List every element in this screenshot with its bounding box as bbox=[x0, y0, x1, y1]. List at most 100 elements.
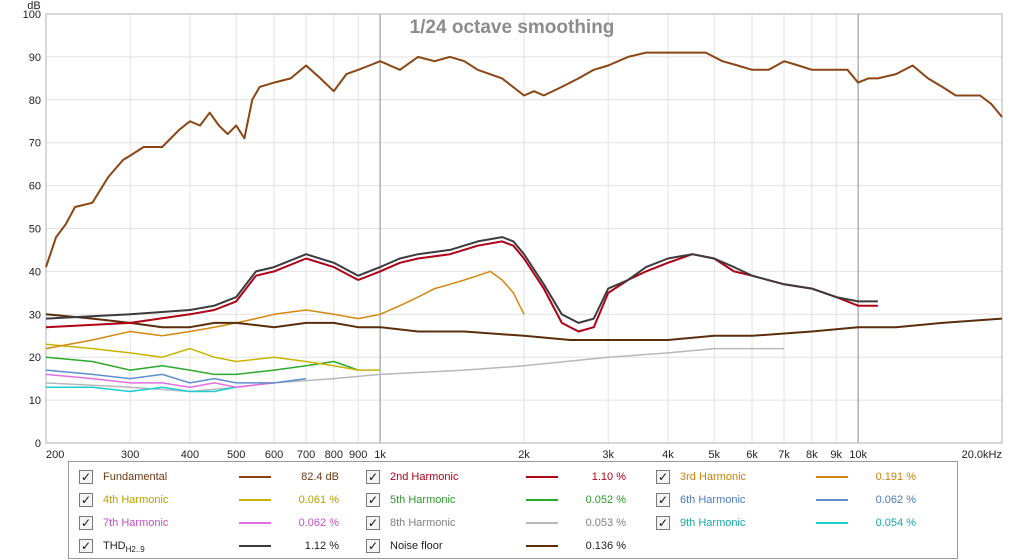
legend-value: 0.136 % bbox=[585, 540, 626, 552]
legend-checkbox-2nd-harmonic[interactable] bbox=[366, 468, 380, 486]
tick-labels: 0 10 20 30 40 50 60 70 80 90 100 200 300 400 500 600 700… bbox=[23, 9, 1002, 460]
legend-item-3rd-harmonic: 3rd Harmonic 0.191 % bbox=[656, 468, 936, 486]
x-tick-label: 9k bbox=[830, 449, 842, 460]
y-tick-label: 80 bbox=[29, 95, 41, 107]
x-tick-label: 6k bbox=[746, 449, 758, 460]
legend-swatch bbox=[239, 476, 271, 478]
x-tick-label: 900 bbox=[349, 449, 367, 460]
legend-item-6th-harmonic: 6th Harmonic 0.062 % bbox=[656, 491, 936, 509]
series-8th-harmonic-line bbox=[45, 347, 785, 393]
y-tick-label: 40 bbox=[29, 266, 41, 278]
legend-checkbox-8th-harmonic[interactable] bbox=[366, 514, 380, 532]
legend-checkbox-3rd-harmonic[interactable] bbox=[656, 468, 670, 486]
series-3rd-harmonic-line bbox=[45, 270, 525, 350]
legend-label: 4th Harmonic bbox=[103, 494, 169, 506]
legend-swatch bbox=[526, 545, 558, 547]
legend-checkbox-6th-harmonic[interactable] bbox=[656, 491, 670, 509]
x-tick-label: 300 bbox=[121, 449, 139, 460]
x-tick-label: 8k bbox=[806, 449, 818, 460]
y-axis-label: dB bbox=[27, 0, 40, 12]
x-tick-label: 200 bbox=[46, 449, 64, 460]
legend-item-7th-harmonic: 7th Harmonic 0.062 % bbox=[79, 514, 359, 532]
y-tick-label: 50 bbox=[29, 224, 41, 236]
legend-value: 0.062 % bbox=[875, 494, 916, 506]
legend-swatch bbox=[239, 499, 271, 501]
legend-value: 1.12 % bbox=[304, 540, 339, 552]
x-tick-label: 500 bbox=[227, 449, 245, 460]
legend-label: 8th Harmonic bbox=[390, 517, 456, 529]
y-tick-label: 90 bbox=[29, 52, 41, 64]
legend-swatch bbox=[526, 522, 558, 524]
series-5th-harmonic-line bbox=[45, 356, 359, 376]
legend-swatch bbox=[239, 522, 271, 524]
legend-label: 3rd Harmonic bbox=[680, 471, 747, 483]
legend-checkbox-9th-harmonic[interactable] bbox=[656, 514, 670, 532]
series-4th-harmonic-line bbox=[45, 343, 381, 371]
legend-value: 0.061 % bbox=[298, 494, 339, 506]
x-tick-label: 700 bbox=[297, 449, 315, 460]
legend: Fundamental 82.4 dB 2nd Harmonic 1.10 % 3rd … bbox=[68, 461, 958, 559]
y-tick-label: 70 bbox=[29, 138, 41, 150]
legend-label: THDH2..9 bbox=[103, 540, 145, 554]
legend-checkbox-4th-harmonic[interactable] bbox=[79, 491, 93, 509]
legend-swatch bbox=[816, 499, 848, 501]
x-tick-label: 800 bbox=[325, 449, 343, 460]
x-tick-label: 1k bbox=[374, 449, 386, 460]
series-9th-harmonic-line bbox=[46, 386, 237, 393]
legend-label: Noise floor bbox=[390, 540, 443, 552]
plot-frame bbox=[45, 13, 1003, 444]
legend-swatch bbox=[816, 522, 848, 524]
x-tick-label: 2k bbox=[518, 449, 530, 460]
legend-label: 7th Harmonic bbox=[103, 517, 169, 529]
legend-swatch bbox=[816, 476, 848, 478]
x-tick-label: 7k bbox=[778, 449, 790, 460]
legend-value: 0.054 % bbox=[875, 517, 916, 529]
x-tick-label: 600 bbox=[265, 449, 283, 460]
legend-item-fundamental: Fundamental 82.4 dB bbox=[79, 468, 359, 486]
legend-value: 0.191 % bbox=[875, 471, 916, 483]
legend-label: 5th Harmonic bbox=[390, 494, 456, 506]
x-tick-label: 20.0kHz bbox=[962, 449, 1002, 460]
legend-item-5th-harmonic: 5th Harmonic 0.052 % bbox=[366, 491, 646, 509]
legend-value: 82.4 dB bbox=[301, 471, 339, 483]
x-tick-label: 5k bbox=[708, 449, 720, 460]
y-tick-label: 0 bbox=[35, 438, 41, 450]
y-tick-label: 20 bbox=[29, 352, 41, 364]
legend-label: 6th Harmonic bbox=[680, 494, 746, 506]
series-noise-floor-line bbox=[45, 313, 1003, 341]
legend-checkbox-fundamental[interactable] bbox=[79, 468, 93, 486]
chart: 0 10 20 30 40 50 60 70 80 90 100 200 300 400 500 600 700… bbox=[23, 0, 1003, 460]
x-tick-label: 400 bbox=[181, 449, 199, 460]
series-thd-line bbox=[45, 236, 878, 324]
legend-item-8th-harmonic: 8th Harmonic 0.053 % bbox=[366, 514, 646, 532]
legend-label: 2nd Harmonic bbox=[390, 471, 459, 483]
legend-swatch bbox=[239, 545, 271, 547]
series-7th-harmonic-line bbox=[45, 373, 275, 388]
series-2nd-harmonic-line bbox=[45, 240, 878, 333]
legend-value: 0.062 % bbox=[298, 517, 339, 529]
y-tick-label: 30 bbox=[29, 309, 41, 321]
legend-item-thd: THDH2..9 1.12 % bbox=[79, 537, 359, 555]
chart-title: 1/24 octave smoothing bbox=[410, 17, 615, 38]
x-tick-label: 4k bbox=[662, 449, 674, 460]
legend-item-9th-harmonic: 9th Harmonic 0.054 % bbox=[656, 514, 936, 532]
y-tick-label: 10 bbox=[29, 395, 41, 407]
legend-swatch bbox=[526, 499, 558, 501]
legend-checkbox-5th-harmonic[interactable] bbox=[366, 491, 380, 509]
legend-item-noise-floor: Noise floor 0.136 % bbox=[366, 537, 646, 555]
legend-value: 1.10 % bbox=[591, 471, 626, 483]
legend-value: 0.053 % bbox=[585, 517, 626, 529]
legend-checkbox-noise-floor[interactable] bbox=[366, 537, 380, 555]
legend-checkbox-thd[interactable] bbox=[79, 537, 93, 555]
x-tick-label: 3k bbox=[602, 449, 614, 460]
series-layer bbox=[45, 51, 1003, 393]
y-tick-label: 100 bbox=[23, 9, 41, 21]
y-tick-label: 60 bbox=[29, 181, 41, 193]
legend-swatch bbox=[526, 476, 558, 478]
legend-label: Fundamental bbox=[103, 471, 168, 483]
legend-label-subscript: H2..9 bbox=[125, 545, 145, 554]
grid bbox=[45, 13, 1003, 444]
legend-value: 0.052 % bbox=[585, 494, 626, 506]
series-fundamental-line bbox=[45, 51, 1003, 268]
legend-checkbox-7th-harmonic[interactable] bbox=[79, 514, 93, 532]
